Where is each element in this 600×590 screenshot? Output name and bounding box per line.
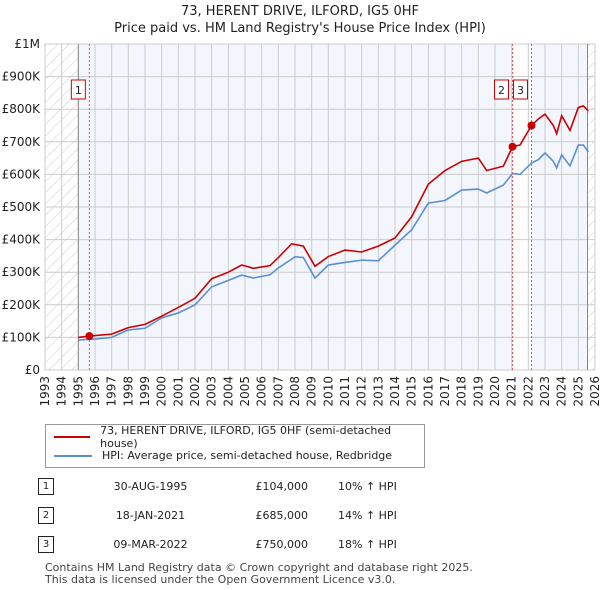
x-tick-label: 2012 — [355, 376, 369, 407]
x-tick-label: 1995 — [71, 376, 85, 407]
x-tick-label: 2016 — [421, 376, 435, 407]
x-tick-label: 2019 — [471, 376, 485, 407]
hpi-line — [78, 144, 589, 341]
x-tick-label: 2024 — [555, 376, 569, 407]
footer-copyright: Contains HM Land Registry data © Crown c… — [45, 561, 473, 574]
footer-licence: This data is licensed under the Open Gov… — [45, 573, 396, 586]
x-tick-label: 2004 — [221, 376, 235, 407]
x-tick-label: 2021 — [505, 376, 519, 407]
x-tick-label: 2017 — [438, 376, 452, 407]
sale-marker-box — [513, 79, 528, 100]
y-tick-label: £100K — [2, 330, 42, 344]
sale-number: 1 — [38, 478, 54, 495]
sale-marker-label: 1 — [75, 84, 82, 97]
x-tick-label: 2018 — [455, 376, 469, 407]
chart-subtitle: Price paid vs. HM Land Registry's House … — [114, 21, 486, 36]
x-tick-label: 2015 — [405, 376, 419, 407]
property-price-line — [78, 105, 589, 339]
x-tick-label: 2000 — [155, 376, 169, 407]
x-tick-label: 2023 — [538, 376, 552, 407]
legend-swatch-hpi — [54, 454, 92, 457]
x-tick-label: 2008 — [288, 376, 302, 407]
sale-hpi: 10% ↑ HPI — [338, 479, 397, 493]
y-tick-label: £400K — [2, 233, 42, 247]
sale-number: 3 — [38, 536, 54, 553]
legend-property: 73, HERENT DRIVE, ILFORD, IG5 0HF (semi-… — [100, 423, 392, 450]
sales-row: 3 09-MAR-2022 £750,000 18% ↑ HPI — [38, 530, 397, 559]
x-tick-label: 2025 — [571, 376, 585, 407]
sale-date: 18-JAN-2021 — [115, 508, 186, 522]
x-tick-label: 2020 — [488, 376, 502, 407]
x-tick-label: 2002 — [188, 376, 202, 407]
x-tick-label: 1998 — [121, 376, 135, 407]
legend: 73, HERENT DRIVE, ILFORD, IG5 0HF (semi-… — [45, 424, 425, 468]
sale-number: 2 — [38, 507, 54, 524]
x-tick-label: 2022 — [521, 376, 535, 407]
x-tick-label: 1997 — [105, 376, 119, 407]
plot-area: £0 £100K £200K £300K £400K £500K £600K £700K £80… — [2, 37, 600, 407]
sale-marker-label: 3 — [517, 84, 524, 97]
footer: Contains HM Land Registry data © Crown c… — [45, 562, 473, 586]
sale-date: 30-AUG-1995 — [113, 479, 188, 493]
y-tick-label: £200K — [2, 298, 42, 312]
sale-point — [508, 142, 517, 151]
sale-marker-box — [494, 79, 509, 100]
legend-hpi: HPI: Average price, semi-detached house,… — [102, 449, 393, 462]
x-tick-label: 2010 — [321, 376, 335, 407]
x-tick-label: 1994 — [55, 376, 69, 407]
y-tick-label: £500K — [2, 200, 42, 214]
sale-marker-label: 2 — [498, 84, 505, 97]
sales-table: 1 30-AUG-1995 £104,000 10% ↑ HPI 2 18-JAN… — [38, 472, 397, 559]
x-tick-label: 2006 — [255, 376, 269, 407]
sale-point — [527, 121, 536, 130]
sale-date: 09-MAR-2022 — [113, 537, 188, 551]
x-tick-label: 2014 — [388, 376, 402, 407]
y-tick-label: £900K — [2, 70, 42, 84]
x-tick-label: 2026 — [588, 376, 600, 407]
sale-price: £685,000 — [255, 508, 309, 522]
x-tick-label: 2001 — [171, 376, 185, 407]
x-tick-label: 1996 — [88, 376, 102, 407]
sale-hpi: 18% ↑ HPI — [338, 537, 397, 551]
x-tick-label: 2003 — [205, 376, 219, 407]
y-tick-label: £300K — [2, 265, 42, 279]
y-tick-label: £0 — [25, 363, 40, 377]
x-tick-label: 2007 — [271, 376, 285, 407]
y-tick-label: £700K — [2, 135, 42, 149]
x-tick-label: 2005 — [238, 376, 252, 407]
x-tick-label: 1993 — [38, 376, 52, 407]
x-tick-label: 2013 — [371, 376, 385, 407]
sales-row: 1 30-AUG-1995 £104,000 10% ↑ HPI — [38, 472, 397, 501]
y-tick-label: £800K — [2, 102, 42, 116]
x-tick-label: 2009 — [305, 376, 319, 407]
chart-title: 73, HERENT DRIVE, ILFORD, IG5 0HF — [180, 4, 420, 19]
y-tick-label: £1M — [14, 37, 40, 51]
sale-point — [85, 332, 94, 341]
x-tick-label: 1999 — [138, 376, 152, 407]
y-tick-label: £600K — [2, 167, 42, 181]
sale-marker-box — [70, 79, 86, 100]
sale-hpi: 14% ↑ HPI — [338, 508, 397, 522]
legend-swatch-property — [54, 435, 91, 438]
sales-row: 2 18-JAN-2021 £685,000 14% ↑ HPI — [38, 501, 397, 530]
sale-price: £104,000 — [255, 479, 309, 493]
x-tick-label: 2011 — [338, 376, 352, 407]
sale-price: £750,000 — [255, 537, 309, 551]
